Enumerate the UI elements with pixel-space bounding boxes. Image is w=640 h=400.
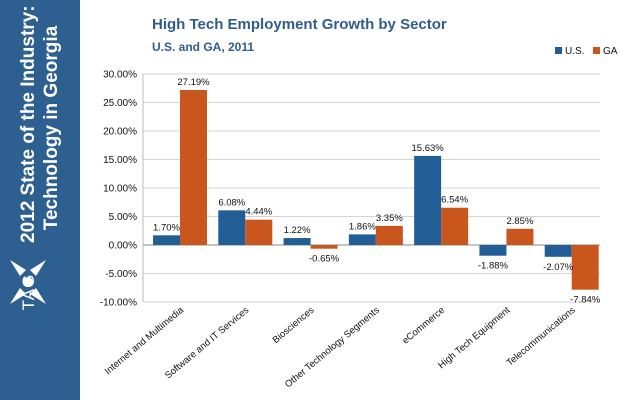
category-label: Telecommunications bbox=[505, 305, 578, 369]
tag-logo-icon bbox=[10, 260, 46, 304]
data-label: -2.07% bbox=[543, 262, 574, 273]
data-label: 3.35% bbox=[376, 213, 403, 224]
bar-us-4 bbox=[414, 155, 442, 245]
y-tick-label: 30.00% bbox=[103, 70, 137, 81]
data-label: -7.84% bbox=[570, 295, 601, 306]
gridlines bbox=[142, 73, 600, 303]
bar-us-6 bbox=[544, 245, 572, 257]
bar-ga-0 bbox=[180, 90, 207, 245]
y-tick-label: 10.00% bbox=[103, 184, 137, 195]
y-tick-label: 15.00% bbox=[103, 155, 137, 166]
y-tick-label: -5.00% bbox=[105, 269, 137, 280]
data-labels: 1.70% 6.08% 1.22% 1.86% 15.63% -1.88% -2.07% 27… bbox=[153, 77, 601, 306]
y-tick-label: 5.00% bbox=[109, 212, 137, 223]
logo-text: TAG bbox=[19, 273, 38, 311]
data-label: 1.22% bbox=[284, 225, 311, 236]
bar-ga-3 bbox=[375, 225, 403, 245]
y-tick-label: 0.00% bbox=[109, 241, 137, 252]
data-label: 2.85% bbox=[506, 216, 533, 227]
bar-us-1 bbox=[218, 210, 246, 245]
y-tick-label: 25.00% bbox=[103, 98, 137, 109]
data-label: 1.86% bbox=[349, 221, 376, 232]
legend-swatch-us bbox=[555, 47, 562, 54]
chart-title: High Tech Employment Growth by Sector bbox=[152, 16, 447, 33]
category-label: Biosciences bbox=[271, 305, 317, 346]
data-label: 6.08% bbox=[218, 197, 245, 208]
sidebar-title-line1: 2012 State of the Industry: bbox=[18, 5, 39, 243]
data-label: 1.70% bbox=[153, 222, 180, 233]
data-label: 4.44% bbox=[245, 207, 272, 218]
bar-ga-1 bbox=[245, 219, 273, 245]
bar-ga-6 bbox=[571, 245, 599, 290]
data-label: 27.19% bbox=[177, 77, 210, 88]
bar-ga-2 bbox=[310, 245, 338, 249]
legend-label: GA bbox=[603, 46, 618, 57]
category-label: eCommerce bbox=[400, 305, 447, 347]
y-tick-label: -10.00% bbox=[100, 298, 137, 309]
data-label: -0.65% bbox=[309, 254, 340, 265]
sidebar-title: 2012 State of the Industry: Technology i… bbox=[17, 5, 63, 243]
legend-swatch-ga bbox=[593, 47, 600, 54]
data-label: -1.88% bbox=[478, 261, 509, 272]
bar-us-2 bbox=[283, 238, 311, 245]
chart-subtitle: U.S. and GA, 2011 bbox=[152, 40, 255, 54]
legend: U.S. GA bbox=[555, 46, 618, 57]
y-tick-label: 20.00% bbox=[103, 127, 137, 138]
data-label: 15.63% bbox=[412, 143, 445, 154]
data-label: 6.54% bbox=[441, 195, 468, 206]
bar-us-5 bbox=[479, 245, 507, 256]
y-axis-ticks: 30.00% 25.00% 20.00% 15.00% 10.00% 5.00% 0.00%… bbox=[100, 70, 137, 309]
category-label: High Tech Equipment bbox=[436, 305, 512, 372]
bar-us-0 bbox=[153, 235, 180, 245]
legend-label: U.S. bbox=[565, 46, 584, 57]
sidebar: 2012 State of the Industry: Technology i… bbox=[0, 0, 80, 400]
sidebar-title-line2: Technology in Georgia bbox=[41, 25, 62, 231]
bars bbox=[153, 90, 599, 290]
bar-chart: 30.00% 25.00% 20.00% 15.00% 10.00% 5.00% 0.00%… bbox=[100, 46, 618, 390]
bar-ga-5 bbox=[506, 228, 534, 245]
bar-us-3 bbox=[348, 234, 376, 245]
bar-ga-4 bbox=[441, 207, 469, 245]
